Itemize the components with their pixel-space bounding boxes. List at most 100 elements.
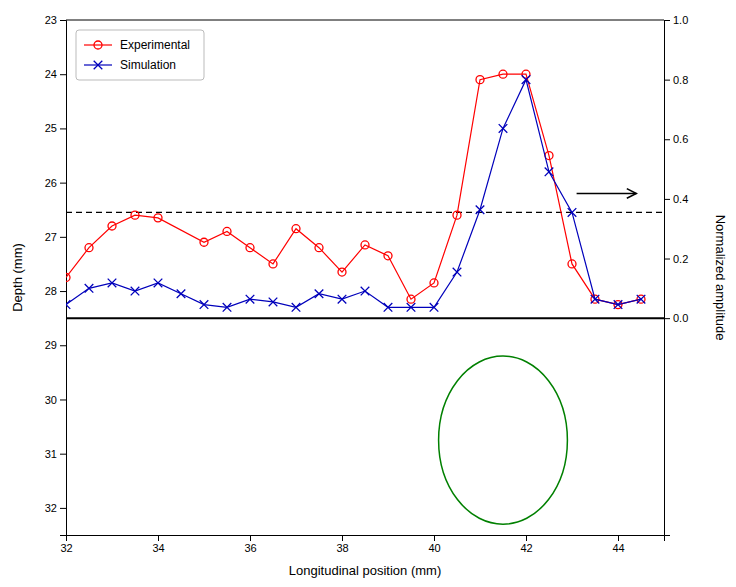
tick-label: 0.4 [673, 193, 688, 205]
tick: 23 [45, 14, 66, 26]
data-point [430, 279, 438, 287]
tick-label: 32 [60, 542, 72, 554]
data-point [591, 295, 599, 303]
axis-line [60, 21, 67, 536]
x-axis-title: Longitudinal position (mm) [289, 563, 441, 578]
tick: 40 [428, 535, 440, 554]
tick-mark [60, 291, 66, 292]
legend-marker [94, 61, 103, 70]
tick-label: 0.0 [673, 312, 688, 324]
tick-mark [664, 139, 670, 140]
tick: 25 [45, 122, 66, 134]
tick-label: 38 [336, 542, 348, 554]
legend-label: Experimental [120, 38, 190, 52]
data-point [246, 295, 255, 304]
legend-entry: Experimental [84, 38, 190, 52]
tick-label: 0.6 [673, 133, 688, 145]
tick: 0.4 [664, 193, 688, 205]
tick-label: 34 [152, 542, 164, 554]
marks [66, 70, 664, 524]
data-point [223, 227, 231, 235]
tick-label: 27 [45, 231, 57, 243]
tick-mark [60, 128, 66, 129]
data-point [131, 287, 140, 296]
data-point [154, 214, 162, 222]
tick: 24 [45, 68, 66, 80]
tick-label: 32 [45, 502, 57, 514]
ellipse [439, 356, 568, 524]
tick-mark [60, 454, 66, 455]
data-point [614, 300, 623, 309]
tick-label: 23 [45, 14, 57, 26]
tick-label: 24 [45, 68, 57, 80]
data-point [430, 303, 439, 312]
data-point [292, 225, 300, 233]
data-point [66, 300, 70, 309]
data-point [200, 300, 209, 309]
tick-mark [664, 259, 670, 260]
series [66, 75, 645, 311]
data-point [108, 279, 117, 288]
tick-mark [60, 508, 66, 509]
axis-line [67, 536, 665, 542]
data-point [476, 205, 485, 214]
tick: 28 [45, 285, 66, 297]
tick: 26 [45, 177, 66, 189]
data-point [361, 241, 369, 249]
data-point [246, 244, 254, 252]
data-point [522, 75, 531, 84]
data-point [200, 238, 208, 246]
data-point [108, 222, 116, 230]
tick: 0.6 [664, 133, 688, 145]
tick: 34 [152, 535, 164, 554]
data-point [315, 289, 324, 298]
data-point [85, 244, 93, 252]
tick: 32 [60, 535, 72, 554]
data-point [154, 279, 163, 288]
tick: 0.0 [664, 312, 688, 324]
tick-mark [526, 535, 527, 541]
tick-label: 40 [428, 542, 440, 554]
data-point [85, 284, 94, 293]
data-point [568, 208, 577, 217]
data-point [476, 76, 484, 84]
tick-label: 36 [244, 542, 256, 554]
tick-label: 28 [45, 285, 57, 297]
tick-label: 0.2 [673, 253, 688, 265]
series-line [66, 80, 641, 308]
tick-label: 30 [45, 393, 57, 405]
tick: 31 [45, 448, 66, 460]
tick: 32 [45, 502, 66, 514]
data-point [177, 289, 186, 298]
data-point [292, 303, 301, 312]
tick-label: 29 [45, 339, 57, 351]
tick-mark [664, 20, 670, 21]
tick: 27 [45, 231, 66, 243]
tick: 0.8 [664, 74, 688, 86]
data-point [637, 295, 645, 303]
data-point [269, 260, 277, 268]
tick-label: 1.0 [673, 14, 688, 26]
data-point [384, 252, 392, 260]
tick-label: 42 [520, 542, 532, 554]
data-point [614, 301, 622, 309]
data-point [453, 211, 461, 219]
tick-mark [618, 535, 619, 541]
tick-label: 44 [612, 542, 624, 554]
legend: ExperimentalSimulation [76, 30, 204, 80]
tick-mark [664, 80, 670, 81]
tick-label: 26 [45, 177, 57, 189]
data-point [269, 298, 278, 307]
data-point [384, 303, 393, 312]
data-point [568, 260, 576, 268]
x-axis: 32 34 36 38 40 42 44 [60, 535, 664, 554]
data-point [131, 211, 139, 219]
tick: 0.2 [664, 253, 688, 265]
legend-line [84, 44, 112, 45]
tick: 1.0 [664, 14, 688, 26]
reference-line [66, 317, 664, 319]
y-axis-title: Depth (mm) [10, 243, 25, 312]
tick-mark [342, 535, 343, 541]
reference-line [66, 212, 664, 213]
tick-mark [60, 399, 66, 400]
